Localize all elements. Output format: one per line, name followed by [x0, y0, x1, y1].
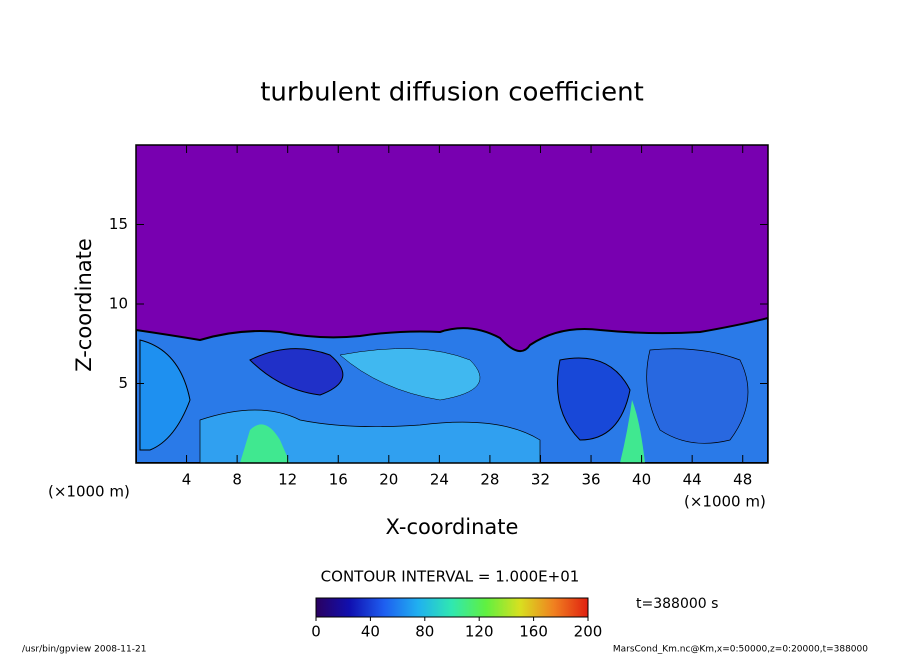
footer-left: /usr/bin/gpview 2008-11-21 — [22, 645, 146, 654]
x-tick-label: 20 — [379, 471, 398, 489]
field-patch — [199, 409, 541, 463]
field-patch — [339, 348, 481, 401]
contour-interval: CONTOUR INTERVAL = 1.000E+01 — [321, 568, 580, 586]
footer-right: MarsCond_Km.nc@Km,x=0:50000,z=0:20000,t=… — [613, 645, 868, 654]
field-patch — [240, 424, 290, 463]
x-tick-label: 24 — [430, 471, 449, 489]
y-tick-label: 10 — [109, 295, 128, 313]
x-tick-label: 16 — [329, 471, 348, 489]
colorbar-tick-label: 120 — [465, 623, 494, 641]
x-tick-label: 44 — [683, 471, 702, 489]
x-unit: (×1000 m) — [684, 493, 766, 511]
contour-field — [136, 145, 768, 463]
x-tick-label: 48 — [733, 471, 752, 489]
x-tick-label: 12 — [278, 471, 297, 489]
x-tick-label: 32 — [531, 471, 550, 489]
x-tick-label: 28 — [480, 471, 499, 489]
field-patch — [646, 348, 749, 444]
chart-title: turbulent diffusion coefficient — [260, 78, 644, 108]
colorbar-tick-label: 160 — [519, 623, 548, 641]
colorbar — [315, 597, 589, 618]
y-axis-label: Z-coordinate — [72, 238, 96, 372]
x-tick-label: 4 — [182, 471, 192, 489]
x-tick-label: 36 — [581, 471, 600, 489]
colorbar-tick-label: 200 — [574, 623, 603, 641]
x-tick-label: 8 — [232, 471, 242, 489]
x-tick-label: 40 — [632, 471, 651, 489]
colorbar-tick-label: 40 — [361, 623, 380, 641]
field-patch — [139, 339, 191, 451]
field-patch — [557, 357, 631, 441]
colorbar-tick-label: 0 — [311, 623, 321, 641]
y-tick-label: 5 — [118, 374, 128, 392]
x-axis-label: X-coordinate — [386, 515, 519, 539]
x-unit: (×1000 m) — [48, 483, 130, 501]
y-tick-label: 15 — [109, 215, 128, 233]
colorbar-tick-label: 80 — [415, 623, 434, 641]
field-patch — [620, 400, 645, 463]
field-patch — [249, 348, 344, 396]
time-label: t=388000 s — [636, 596, 718, 612]
